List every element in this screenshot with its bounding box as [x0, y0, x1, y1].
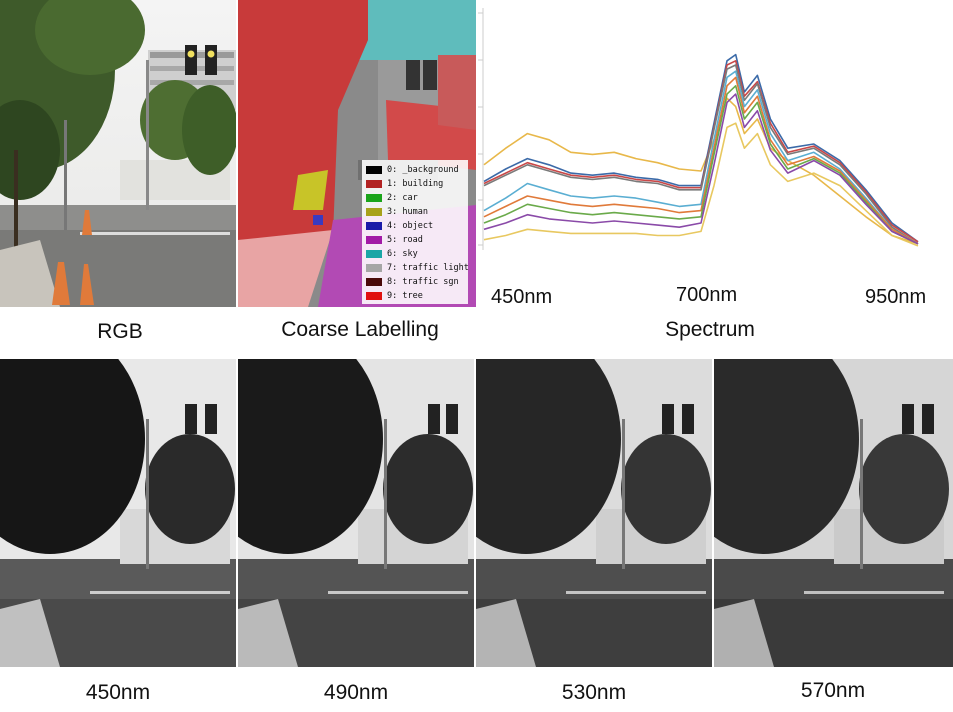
band-image-490 — [238, 359, 474, 667]
series-line-3 — [483, 64, 919, 245]
legend-item: 1: building — [366, 178, 443, 190]
legend-swatch — [366, 180, 382, 188]
legend-item: 3: human — [366, 206, 428, 218]
series-line-4 — [483, 70, 919, 245]
legend-item: 4: object — [366, 220, 433, 232]
legend-box: 0: _background 1: building 2: car 3: human 4… — [362, 160, 469, 304]
spectrum-svg — [478, 8, 919, 250]
legend-label: 2: car — [387, 193, 418, 203]
series-line-8 — [483, 122, 919, 247]
legend-item: 8: traffic sgn — [366, 276, 459, 288]
legend-swatch — [366, 236, 382, 244]
legend-label: 4: object — [387, 221, 434, 231]
band-image-450 — [0, 359, 236, 667]
legend-label: 1: building — [387, 179, 444, 189]
legend-label: 9: tree — [387, 291, 423, 301]
legend-label: 8: traffic sgn — [387, 277, 459, 287]
legend-swatch — [366, 208, 382, 216]
band-caption-570: 570nm — [800, 679, 866, 702]
spectrum-chart — [478, 0, 953, 260]
legend-swatch — [366, 194, 382, 202]
band-image-530 — [476, 359, 712, 667]
legend-label: 5: road — [387, 235, 423, 245]
legend-label: 6: sky — [387, 249, 418, 259]
spectrum-caption: Spectrum — [665, 318, 755, 341]
band-caption-490: 490nm — [323, 681, 389, 704]
legend-label: 7: traffic light — [387, 263, 469, 273]
series-line-1 — [483, 53, 919, 243]
band-caption-530: 530nm — [561, 681, 627, 704]
legend-swatch — [366, 222, 382, 230]
legend-item: 0: _background — [366, 164, 459, 176]
x-tick-label-450: 450nm — [491, 286, 553, 308]
coarse-labelling-caption: Coarse Labelling — [281, 318, 439, 341]
legend-item: 6: sky — [366, 248, 418, 260]
legend-swatch — [366, 278, 382, 286]
x-tick-label-700: 700nm — [676, 284, 738, 306]
series-line-5 — [483, 76, 919, 245]
coarse-labelling-image: 0: _background 1: building 2: car 3: human 4… — [238, 0, 476, 307]
legend-label: 3: human — [387, 207, 428, 217]
legend-swatch — [366, 292, 382, 300]
legend-item: 7: traffic light — [366, 262, 469, 274]
legend-swatch — [366, 250, 382, 258]
legend-item: 9: tree — [366, 290, 423, 302]
legend-swatch — [366, 166, 382, 174]
x-tick-label-950: 950nm — [865, 286, 927, 308]
series-line-6 — [483, 85, 919, 245]
band-image-570 — [714, 359, 953, 667]
series-line-7 — [483, 93, 919, 245]
rgb-caption: RGB — [97, 320, 143, 343]
legend-item: 2: car — [366, 192, 418, 204]
legend-swatch — [366, 264, 382, 272]
rgb-image — [0, 0, 236, 307]
band-caption-450: 450nm — [85, 681, 151, 704]
legend-item: 5: road — [366, 234, 423, 246]
legend-label: 0: _background — [387, 165, 459, 175]
